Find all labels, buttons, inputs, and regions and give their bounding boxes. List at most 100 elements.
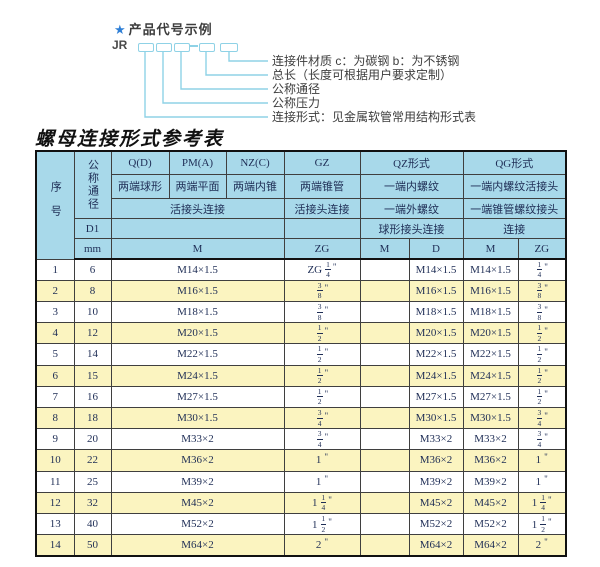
table-title: 螺母连接形式参考表 <box>35 128 225 150</box>
cell-qz-m <box>359 491 410 515</box>
cell-gz-zg: 1 1 2 " <box>283 512 361 536</box>
inch-mark: " <box>324 368 329 379</box>
inch-mark: " <box>324 283 329 294</box>
cell-qz-d: M33×2 <box>408 428 464 451</box>
header-d1: D1 <box>73 218 112 240</box>
cell-qz-d: M27×1.5 <box>408 385 464 408</box>
cell-seq: 13 <box>35 512 75 536</box>
header-qg-desc2: 一端锥管螺纹接头 <box>462 197 567 220</box>
label-total-length: 总长（长度可根据用户要求定制） <box>272 68 453 82</box>
table-row: 2 8 M16×1.5 3 8 " M16×1.5 M16×1.5 3 8 " <box>35 279 567 302</box>
inch-mark: " <box>544 431 548 442</box>
table-row: 6 15 M24×1.5 1 2 " M24×1.5 M24×1.5 1 2 " <box>35 364 567 387</box>
inch-mark: " <box>544 346 548 357</box>
label-nominal-diameter: 公称通径 <box>272 82 321 96</box>
inch-mark: " <box>544 410 548 421</box>
inch-mark: " <box>324 537 329 548</box>
header-mm: mm <box>73 238 112 261</box>
table-row: 9 20 M33×2 3 4 " M33×2 M33×2 3 4 " <box>35 428 567 451</box>
header-qpn-row3: 活接头连接 <box>110 197 285 220</box>
cell-dn: 32 <box>73 491 112 515</box>
inch-mark: " <box>324 389 329 400</box>
table-row: 7 16 M27×1.5 1 2 " M27×1.5 M27×1.5 1 2 " <box>35 385 567 408</box>
header-gz-code: GZ <box>283 150 361 175</box>
cell-qg-zg: 1 " <box>517 470 567 493</box>
label-material: 连接件材质 c：为碳钢 b：为不锈钢 <box>272 54 460 68</box>
inch-mark: " <box>324 431 329 442</box>
code-prefix: JR <box>112 38 128 52</box>
inch-mark: " <box>548 495 552 506</box>
inch-mark: " <box>328 516 332 527</box>
cell-qg-zg: 3 4 " <box>517 428 567 451</box>
header-empty-qpn <box>110 218 285 240</box>
cell-qz-d: M64×2 <box>408 534 464 557</box>
diagram-title: ★ 产品代号示例 <box>114 19 213 38</box>
cell-dn: 10 <box>73 300 112 324</box>
cell-gz-zg: 1 2 " <box>283 343 361 366</box>
header-qg-desc1: 一端内螺纹活接头 <box>462 173 567 199</box>
header-gz-row3: 活接头连接 <box>283 197 361 220</box>
cell-seq: 14 <box>35 534 75 557</box>
cell-qg-zg: 3 8 " <box>517 300 567 324</box>
table-row: 4 12 M20×1.5 1 2 " M20×1.5 M20×1.5 1 2 " <box>35 322 567 345</box>
inch-mark: " <box>324 452 329 463</box>
cell-m: M52×2 <box>110 512 285 536</box>
cell-dn: 18 <box>73 406 112 430</box>
cell-gz-zg: 1 2 " <box>283 385 361 408</box>
inch-mark: " <box>544 283 548 294</box>
cell-dn: 50 <box>73 534 112 557</box>
table-row: 11 25 M39×2 1 " M39×2 M39×2 1 " <box>35 470 567 493</box>
cell-qg-zg: 1 1 2 " <box>517 512 567 536</box>
header-qg-code: QG形式 <box>462 150 567 175</box>
header-gz-unit: ZG <box>283 238 361 261</box>
header-qg-unit-zg: ZG <box>517 238 567 261</box>
table-row: 3 10 M18×1.5 3 8 " M18×1.5 M18×1.5 3 8 " <box>35 300 567 324</box>
cell-m: M20×1.5 <box>110 322 285 345</box>
cell-qg-zg: 1 2 " <box>517 385 567 408</box>
cell-m: M18×1.5 <box>110 300 285 324</box>
cell-m: M64×2 <box>110 534 285 557</box>
header-qpn-unit: M <box>110 238 285 261</box>
table-row: 5 14 M22×1.5 1 2 " M22×1.5 M22×1.5 1 2 " <box>35 343 567 366</box>
cell-m: M16×1.5 <box>110 279 285 302</box>
cell-qg-m: M52×2 <box>462 512 519 536</box>
code-dash <box>190 45 198 50</box>
cell-qg-m: M64×2 <box>462 534 519 557</box>
cell-qz-m <box>359 385 410 408</box>
cell-qg-m: M39×2 <box>462 470 519 493</box>
cell-qz-m <box>359 406 410 430</box>
cell-qg-m: M27×1.5 <box>462 385 519 408</box>
cell-dn: 15 <box>73 364 112 387</box>
inch-mark: " <box>328 495 332 506</box>
cell-qg-m: M30×1.5 <box>462 406 519 430</box>
cell-seq: 8 <box>35 406 75 430</box>
cell-qz-d: M45×2 <box>408 491 464 515</box>
cell-qg-zg: 3 8 " <box>517 279 567 302</box>
cell-qz-d: M20×1.5 <box>408 322 464 345</box>
inch-mark: " <box>544 304 548 315</box>
cell-dn: 8 <box>73 279 112 302</box>
cell-seq: 9 <box>35 428 75 451</box>
cell-dn: 20 <box>73 428 112 451</box>
cell-seq: 6 <box>35 364 75 387</box>
cell-qz-d: M16×1.5 <box>408 279 464 302</box>
cell-qg-m: M18×1.5 <box>462 300 519 324</box>
inch-mark: " <box>324 325 329 336</box>
cell-m: M24×1.5 <box>110 364 285 387</box>
table-row: 10 22 M36×2 1 " M36×2 M36×2 1 " <box>35 449 567 472</box>
cell-seq: 2 <box>35 279 75 302</box>
cell-qz-m <box>359 470 410 493</box>
inch-mark: " <box>324 346 329 357</box>
